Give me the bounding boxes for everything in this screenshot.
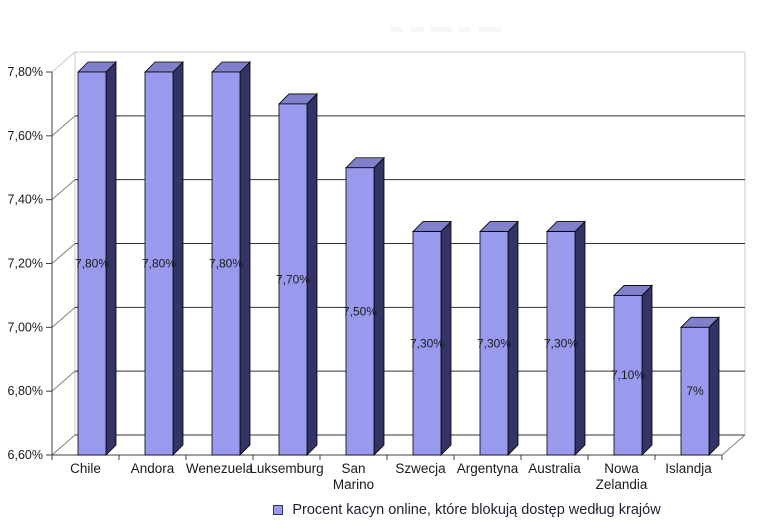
bar: [77, 71, 107, 456]
bar-value-label: 7,80%: [75, 257, 109, 271]
bar: [546, 231, 576, 456]
bar-value-label: 7,80%: [209, 257, 243, 271]
bar-side-face: [708, 316, 720, 456]
bar: [613, 295, 643, 456]
x-category-label: Chile: [70, 461, 101, 476]
x-category-label: Argentyna: [457, 461, 519, 476]
x-category-label: Nowa: [604, 461, 639, 476]
x-category-label: Wenezuela: [186, 461, 254, 476]
y-tick-label: 7,80%: [8, 65, 43, 79]
bar: [278, 103, 308, 456]
x-category-label: Islandja: [665, 461, 712, 476]
y-tick-label: 7,00%: [8, 320, 43, 334]
bar-value-label: 7,80%: [142, 257, 176, 271]
x-category-label: Zelandia: [596, 477, 648, 492]
bar: [680, 326, 710, 456]
bar-value-label: 7,10%: [611, 368, 645, 382]
bar-value-label: 7%: [686, 384, 704, 398]
x-category-label: San: [341, 461, 365, 476]
bar-chart-canvas: 7,80% 7,60% 7,40% 7,20% 7,00% 6,80% 6,60% 7,80%…: [8, 51, 746, 492]
bar-value-label: 7,30%: [410, 336, 444, 350]
faint-title-mark: [431, 27, 452, 32]
faint-title-remnant: [391, 27, 501, 32]
faint-title-mark: [478, 27, 501, 32]
legend-label: Procent kacyn online, które blokują dost…: [292, 502, 661, 518]
legend: Procent kacyn online, które blokują dost…: [0, 502, 770, 518]
x-category-label: Luksemburg: [249, 461, 323, 476]
y-tick-connector: [51, 306, 76, 328]
y-tick-connector: [51, 115, 76, 137]
y-tick-label: 6,60%: [8, 448, 43, 462]
bar: [412, 231, 442, 456]
faint-title-mark: [391, 27, 403, 32]
y-tick-connector: [51, 370, 76, 392]
x-category-label: Australia: [528, 461, 581, 476]
x-category-label: Andora: [131, 461, 175, 476]
y-tick-connector: [51, 179, 76, 201]
faint-title-mark: [459, 27, 471, 32]
y-tick-label: 6,80%: [8, 384, 43, 398]
x-category-label: Marino: [333, 477, 374, 492]
bar: [211, 71, 241, 456]
faint-title-mark: [410, 27, 424, 32]
bar: [345, 167, 375, 456]
bar-value-label: 7,30%: [477, 336, 511, 350]
floor-right-diagonal: [721, 434, 746, 456]
y-tick-connector: [51, 434, 76, 456]
y-tick-label: 7,40%: [8, 193, 43, 207]
bar: [144, 71, 174, 456]
bar: [479, 231, 509, 456]
wall-top-left-diagonal: [51, 51, 76, 73]
legend-entry: Procent kacyn online, które blokują dost…: [273, 502, 661, 518]
x-category-label: Szwecja: [395, 461, 446, 476]
y-tick-label: 7,60%: [8, 129, 43, 143]
bar-value-label: 7,70%: [276, 272, 310, 286]
y-tick-label: 7,20%: [8, 257, 43, 271]
bar-value-label: 7,50%: [343, 304, 377, 318]
bar-value-label: 7,30%: [544, 336, 578, 350]
y-tick-connector: [51, 243, 76, 264]
legend-marker-icon: [273, 505, 284, 515]
